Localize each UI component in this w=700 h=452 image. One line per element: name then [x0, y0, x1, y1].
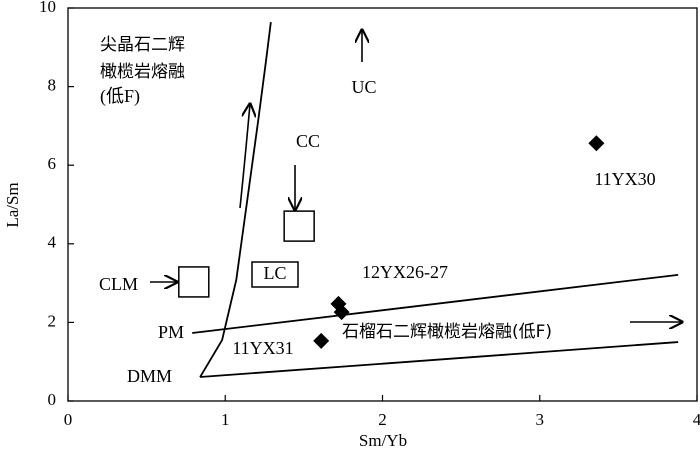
y-tick-label: 8	[48, 76, 57, 95]
arrows	[150, 30, 682, 322]
annotation: CLM	[99, 274, 138, 294]
annotation: (低F)	[100, 86, 140, 107]
annotation: 橄榄岩熔融	[100, 62, 185, 82]
sample-point	[333, 304, 350, 321]
y-tick-label: 2	[48, 311, 57, 330]
sample-point	[588, 135, 605, 152]
annotation: 石榴石二辉橄榄岩熔融(低F)	[342, 322, 552, 342]
y-tick-label: 6	[48, 154, 57, 173]
y-axis-label: La/Sm	[3, 182, 22, 227]
annotation: 11YX31	[232, 338, 293, 358]
y-tick-label: 4	[48, 233, 57, 252]
x-tick-label: 2	[378, 410, 387, 429]
lc-box	[251, 261, 299, 288]
x-tick-label: 0	[64, 410, 73, 429]
annotation: LC	[263, 263, 286, 283]
model-curve	[200, 341, 679, 378]
annotation: 11YX30	[594, 169, 655, 189]
annotation: DMM	[127, 366, 172, 386]
annotation: PM	[158, 322, 184, 342]
x-tick-label: 4	[693, 410, 700, 429]
y-tick-label: 0	[48, 390, 57, 409]
x-tick-label: 3	[536, 410, 545, 429]
annotation: 尖晶石二辉	[100, 35, 185, 55]
spinel-arrow	[239, 104, 250, 209]
annotation: UC	[351, 77, 376, 97]
x-tick-label: 1	[221, 410, 230, 429]
model-curve	[192, 273, 679, 334]
reservoir-square	[178, 266, 210, 298]
reservoir-square	[283, 210, 315, 242]
y-tick-label: 10	[39, 0, 56, 16]
sample-point	[313, 332, 330, 349]
annotation: 12YX26-27	[362, 262, 448, 282]
model-curve	[199, 22, 272, 378]
x-axis-label: Sm/Yb	[359, 431, 407, 450]
annotation: CC	[296, 131, 320, 151]
